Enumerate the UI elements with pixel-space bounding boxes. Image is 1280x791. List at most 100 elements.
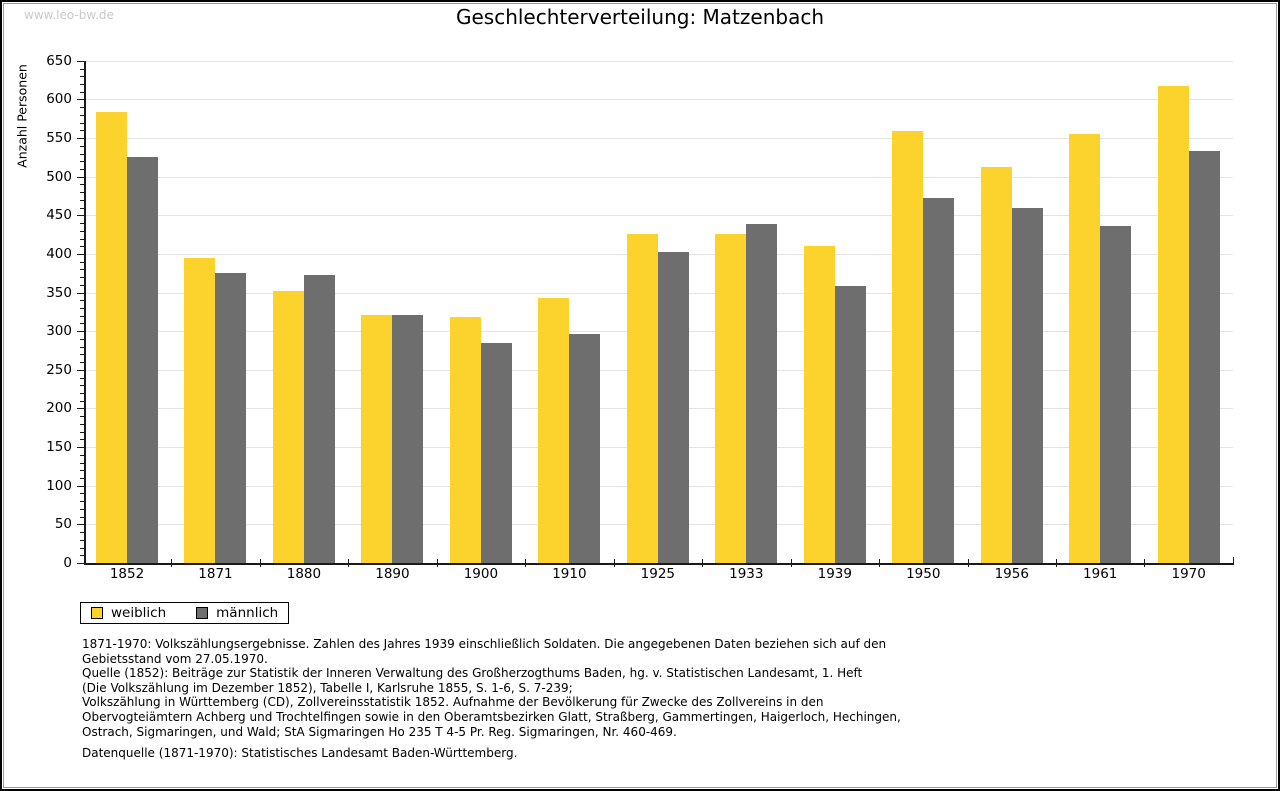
y-minor-tick: [80, 423, 84, 425]
y-minor-tick: [80, 478, 84, 479]
y-tick-label-0: 0: [63, 555, 72, 571]
y-tick-label-650: 650: [46, 52, 72, 69]
x-label-1925: 1925: [640, 566, 676, 582]
bar-weiblich-1900: [449, 317, 481, 563]
y-minor-tick: [80, 431, 84, 433]
bar-weiblich-1910: [538, 297, 570, 563]
y-minor-tick: [80, 470, 84, 472]
y-tick-label-200: 200: [46, 400, 72, 417]
y-tick-label-400: 400: [46, 245, 72, 262]
y-minor-tick: [80, 223, 84, 225]
bar-männlich-1880: [303, 274, 335, 563]
x-label-1939: 1939: [817, 566, 852, 582]
bar-männlich-1950: [923, 198, 955, 563]
x-label-1970: 1970: [1171, 566, 1206, 582]
bar-weiblich-1933: [715, 233, 747, 563]
y-minor-tick: [80, 300, 84, 302]
y-minor-tick: [80, 416, 84, 418]
gridline-500: [84, 176, 1233, 178]
y-minor-tick: [80, 555, 84, 557]
y-tick-label-600: 600: [46, 91, 72, 108]
x-label-1961: 1961: [1083, 566, 1118, 582]
y-tick-label-150: 150: [46, 439, 72, 456]
y-tick-label-100: 100: [46, 477, 72, 494]
legend-swatch-weiblich: [91, 607, 103, 619]
y-minor-tick: [80, 107, 84, 109]
y-minor-tick: [80, 91, 84, 93]
y-minor-tick: [80, 354, 84, 356]
y-minor-tick: [80, 462, 84, 464]
legend: weiblich männlich: [80, 602, 289, 624]
bar-weiblich-1871: [184, 257, 216, 563]
y-minor-tick: [80, 238, 84, 240]
legend-swatch-männlich: [196, 607, 209, 619]
bar-männlich-1871: [215, 273, 247, 563]
y-minor-tick: [80, 532, 84, 534]
y-minor-tick: [80, 184, 84, 186]
y-minor-tick: [80, 323, 84, 325]
y-tick-label-350: 350: [46, 284, 72, 301]
y-tick-label-550: 550: [46, 130, 72, 147]
y-minor-tick: [80, 277, 84, 279]
y-major-tick: [77, 408, 84, 410]
y-major-tick: [77, 331, 84, 333]
y-minor-tick: [80, 454, 84, 456]
y-minor-tick: [80, 199, 84, 201]
x-axis-end-tick: [1233, 557, 1234, 564]
bar-weiblich-1950: [892, 131, 924, 563]
y-minor-tick: [80, 230, 84, 232]
y-major-tick: [77, 524, 84, 526]
y-minor-tick: [80, 114, 84, 116]
y-tick-label-250: 250: [46, 361, 72, 378]
gridline-600: [84, 99, 1233, 101]
y-minor-tick: [80, 439, 84, 441]
bar-männlich-1970: [1188, 151, 1220, 563]
gridline-650: [84, 60, 1233, 62]
y-minor-tick: [80, 400, 84, 402]
page-title: Geschlechterverteilung: Matzenbach: [455, 5, 825, 29]
bar-weiblich-1961: [1069, 134, 1101, 563]
legend-item-männlich: männlich: [196, 605, 278, 621]
y-minor-tick: [80, 153, 84, 155]
legend-item-weiblich: weiblich: [91, 605, 166, 621]
y-tick-label-50: 50: [54, 516, 72, 533]
legend-label-weiblich: weiblich: [111, 605, 167, 621]
y-minor-tick: [80, 308, 84, 310]
x-label-1900: 1900: [463, 566, 499, 582]
bar-männlich-1890: [392, 314, 424, 563]
y-tick-label-300: 300: [46, 323, 72, 340]
y-major-tick: [77, 292, 84, 294]
y-minor-tick: [80, 315, 84, 317]
y-minor-tick: [80, 516, 84, 518]
y-tick-label-500: 500: [46, 168, 72, 185]
x-label-1933: 1933: [729, 566, 764, 582]
x-label-1910: 1910: [552, 566, 587, 582]
bar-männlich-1925: [657, 251, 689, 563]
y-major-tick: [77, 138, 84, 140]
y-major-tick: [77, 99, 84, 101]
y-major-tick: [77, 176, 84, 178]
bar-männlich-1939: [834, 285, 866, 563]
y-tick-label-450: 450: [46, 207, 72, 224]
y-minor-tick: [80, 362, 84, 364]
y-minor-tick: [80, 284, 84, 286]
y-major-tick: [77, 215, 84, 217]
y-major-tick: [77, 563, 84, 564]
y-axis-line: [84, 60, 86, 565]
y-minor-tick: [80, 76, 84, 78]
bar-männlich-1956: [1011, 207, 1043, 563]
y-minor-tick: [80, 161, 84, 163]
y-minor-tick: [80, 68, 84, 70]
y-minor-tick: [80, 539, 84, 541]
bar-weiblich-1956: [980, 167, 1012, 563]
bar-weiblich-1890: [361, 314, 393, 563]
y-major-tick: [77, 447, 84, 449]
y-minor-tick: [80, 547, 84, 549]
y-minor-tick: [80, 393, 84, 395]
y-major-tick: [77, 485, 84, 487]
y-major-tick: [77, 253, 84, 255]
legend-label-männlich: männlich: [216, 605, 279, 621]
bar-weiblich-1880: [272, 291, 304, 563]
y-minor-tick: [80, 508, 84, 510]
